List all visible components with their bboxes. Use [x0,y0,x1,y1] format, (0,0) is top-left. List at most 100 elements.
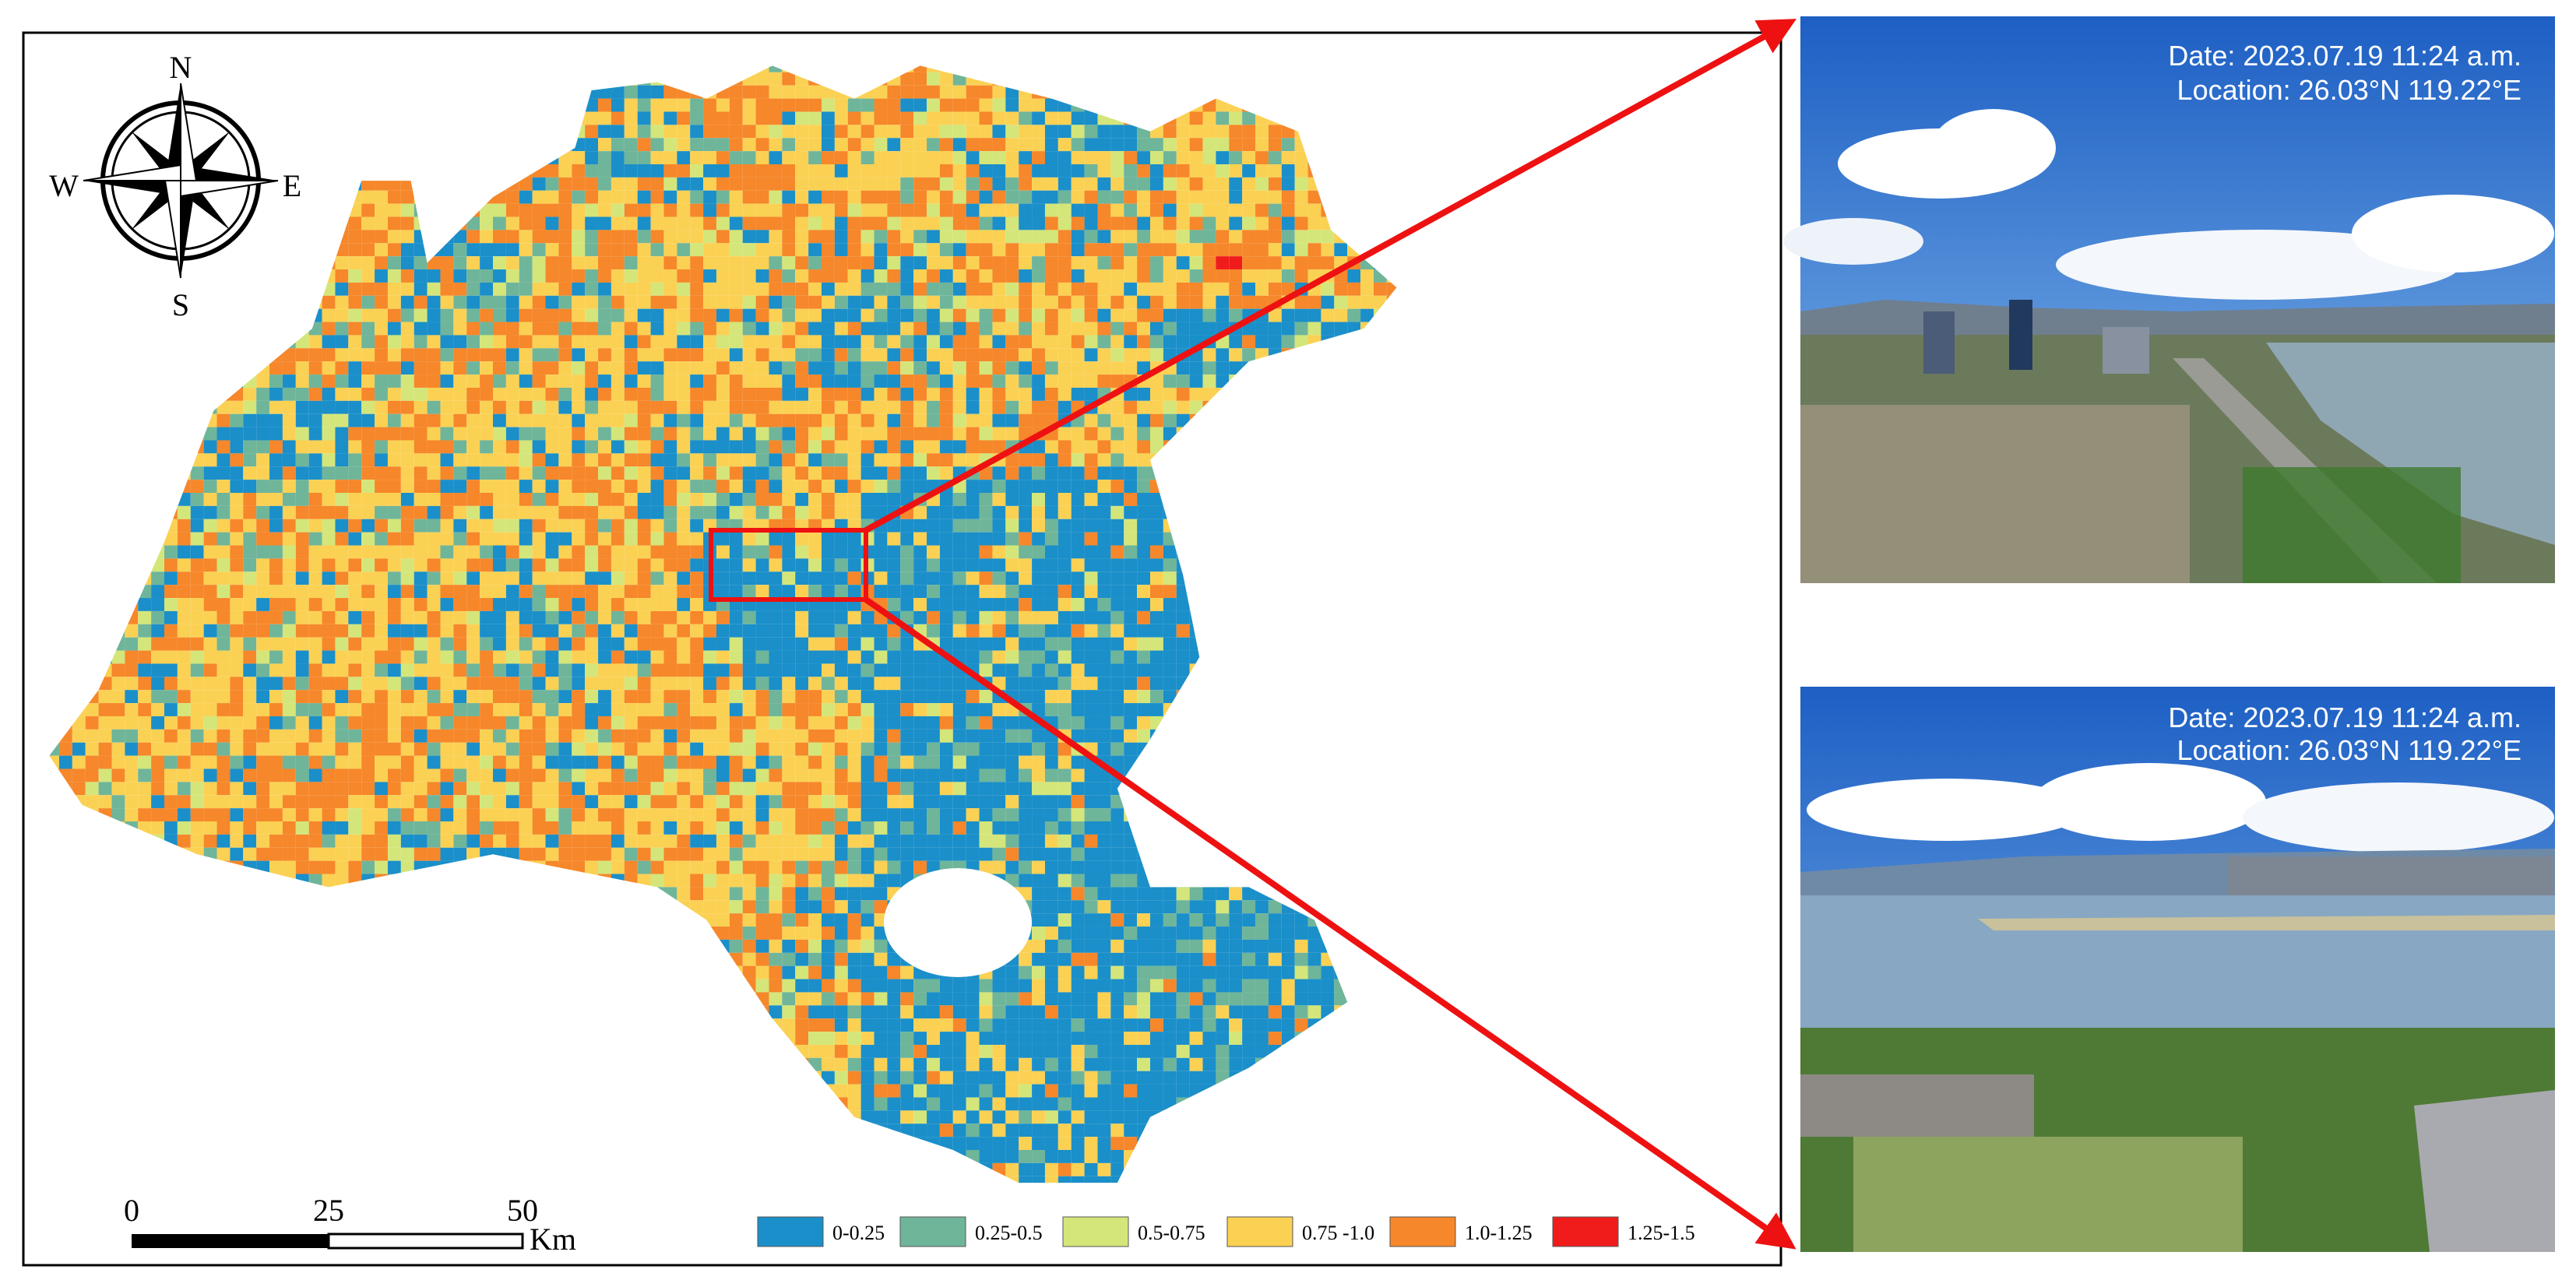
map-cell [1032,637,1045,651]
map-cell [650,492,664,506]
map-cell [308,585,322,599]
map-cell [822,637,835,651]
map-cell [1071,138,1085,152]
map-cell [1242,243,1256,257]
map-cell [795,440,809,454]
map-cell [1071,453,1085,467]
map-cell [650,480,664,493]
map-cell [295,532,309,546]
map-cell [822,663,835,677]
map-cell [979,413,993,427]
map-cell [413,598,428,611]
map-cell [992,519,1006,533]
map-cell [466,308,480,322]
map-cell [887,598,901,611]
map-cell [887,624,901,638]
map-cell [1097,440,1111,454]
map-cell [874,361,888,375]
map-cell [138,677,152,691]
map-cell [1019,282,1033,296]
map-cell [1242,138,1256,152]
map-cell [782,466,796,480]
map-cell [1255,164,1269,178]
map-cell [190,505,204,519]
map-cell [847,256,861,270]
map-cell [952,571,966,585]
map-cell [453,571,467,585]
map-cell [1202,282,1216,296]
map-cell [519,663,533,677]
map-cell [834,677,848,691]
map-cell [480,585,493,599]
map-cell [650,322,664,336]
map-cell [769,361,783,375]
map-cell [585,624,599,638]
map-cell [519,216,533,230]
map-cell [822,216,835,230]
map-cell [400,571,414,585]
map-cell [782,216,796,230]
map-cell [663,453,677,467]
map-cell [1044,558,1058,572]
map-cell [1057,216,1072,230]
map-cell [308,637,322,651]
map-cell [900,203,914,217]
map-cell [979,243,993,257]
map-cell [256,492,270,506]
map-cell [1163,151,1177,164]
map-cell [308,374,322,388]
map-cell [611,558,625,572]
map-cell [466,650,480,664]
map-cell [492,335,506,349]
map-cell [413,348,428,362]
map-cell [729,374,743,388]
map-cell [1097,374,1111,388]
map-cell [637,295,651,309]
map-cell [769,427,783,441]
map-cell [677,282,691,296]
map-cell [703,663,716,677]
map-cell [1137,532,1150,546]
map-cell [466,282,480,296]
map-cell [400,453,414,467]
map-cell [992,282,1006,296]
map-cell [755,400,769,414]
map-cell [111,677,125,691]
map-cell [480,532,493,546]
map-cell [427,269,441,283]
map-cell [1281,335,1295,349]
map-cell [1097,256,1111,270]
map-cell [755,571,769,585]
map-cell [453,610,467,624]
map-cell [1334,308,1348,322]
map-cell [269,650,283,664]
map-cell [190,598,204,611]
map-cell [755,650,769,664]
map-cell [860,295,875,309]
map-cell [716,282,730,296]
map-cell [847,558,861,572]
map-cell [795,585,809,599]
map-cell [387,532,401,546]
map-cell [466,598,480,611]
map-cell [1216,361,1230,375]
map-cell [1321,322,1335,336]
map-cell [1044,151,1058,164]
map-cell [532,216,546,230]
map-cell [177,571,191,585]
map-cell [952,177,966,191]
map-cell [742,558,756,572]
map-cell [1057,637,1072,651]
map-cell [1071,348,1085,362]
map-cell [164,663,178,677]
map-cell [650,453,664,467]
map-cell [729,269,743,283]
map-cell [782,85,796,99]
map-cell [585,413,599,427]
map-cell [927,295,940,309]
map-cell [1044,466,1058,480]
map-cell [1202,322,1216,336]
map-cell [887,585,901,599]
map-cell [519,610,533,624]
map-cell [216,610,231,624]
